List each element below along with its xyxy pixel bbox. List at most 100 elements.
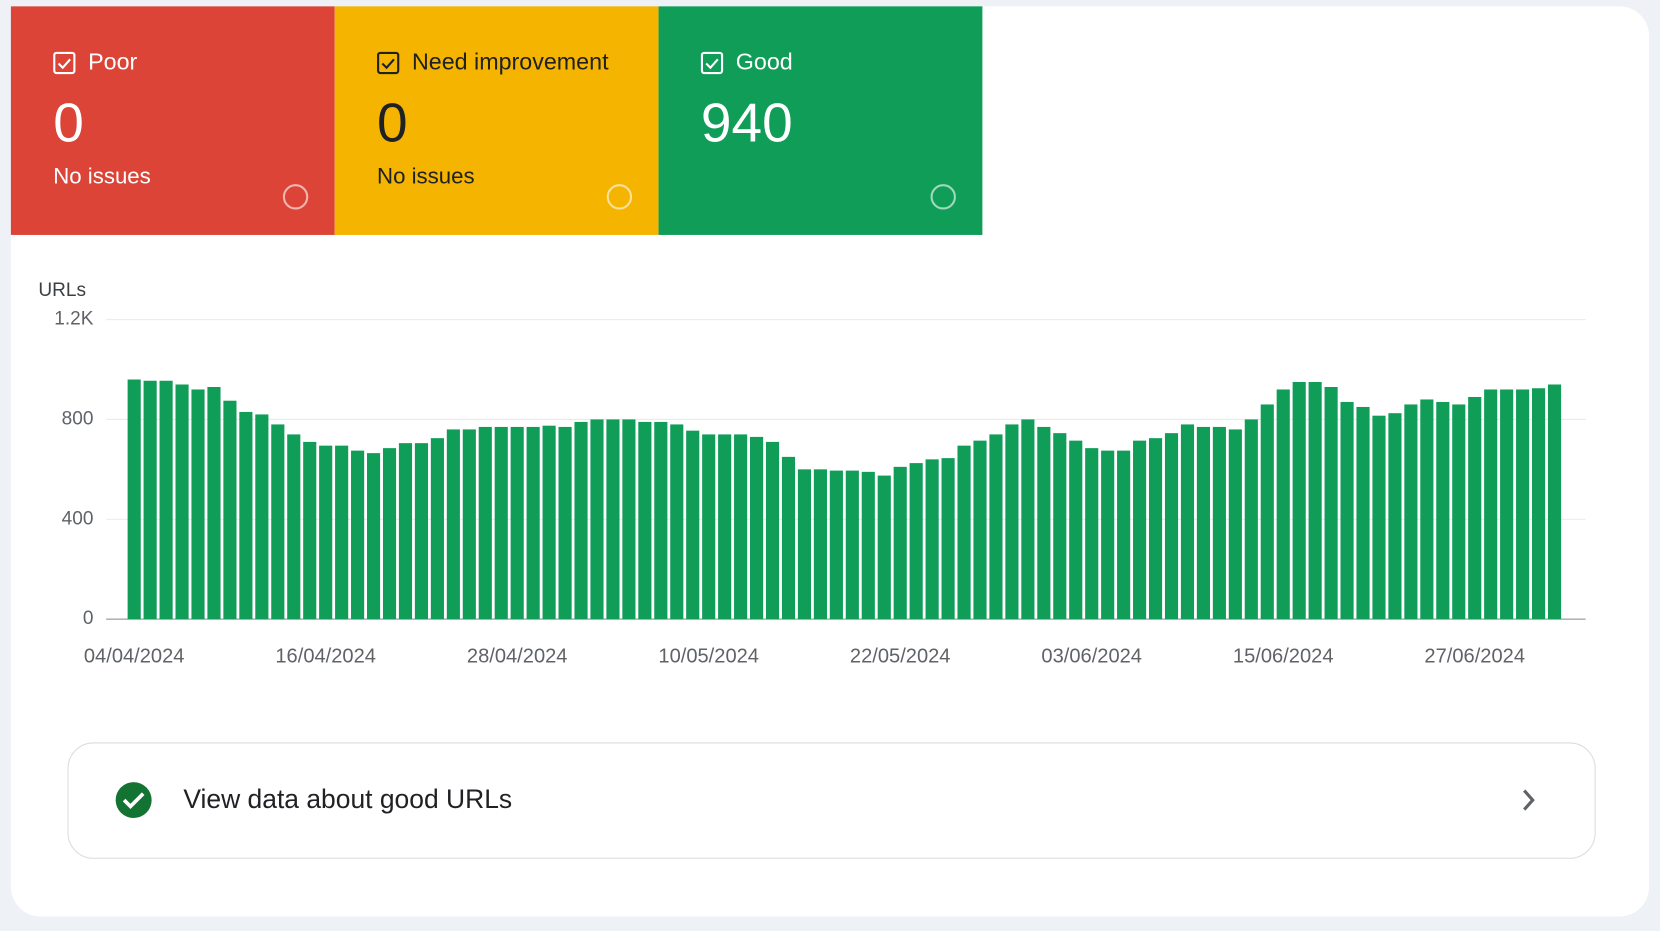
help-icon [282,184,309,210]
bar [606,419,620,620]
y-tick-label: 800 [62,408,94,429]
bar [638,421,652,620]
bar [1133,440,1147,620]
bar [462,429,476,620]
bar [1164,433,1179,620]
x-tick-label: 27/06/2024 [1424,646,1525,668]
bar [1021,419,1035,620]
y-tick-label: 400 [62,508,94,529]
bar [1356,406,1370,620]
bar [1340,401,1354,620]
bar [1452,404,1466,620]
bar [430,438,444,620]
bar [1436,401,1450,620]
bar [893,466,907,620]
bar [1372,415,1386,620]
help-icon [930,184,956,210]
bar [494,426,508,620]
bar [191,389,205,620]
bar [941,458,955,620]
bar [526,426,540,620]
bar [670,424,684,620]
bar [1516,389,1530,620]
bar [1148,438,1163,620]
card-count: 0 [377,92,408,154]
bar [1180,424,1195,620]
bar [335,445,349,620]
bar [1468,396,1482,620]
bar [382,448,397,620]
card[interactable] [10,6,335,235]
bar [414,443,428,620]
link-text[interactable]: View data about good URLs [183,784,512,814]
bar [765,441,780,620]
help-icon [606,184,633,210]
bar [877,475,891,620]
bar [1292,381,1306,620]
x-tick-label: 22/05/2024 [850,646,951,668]
checkbox-tick [57,58,71,70]
card-count: 0 [53,92,84,154]
bar [574,421,588,620]
bar [271,424,285,620]
bar [813,469,827,620]
bar [1069,440,1083,620]
bar [398,443,413,620]
bar [239,411,253,620]
bar [829,470,843,620]
bar [510,426,524,620]
bar [558,426,572,620]
bar [1484,389,1498,620]
x-tick-label: 15/06/2024 [1233,646,1334,668]
x-tick-label: 04/04/2024 [84,646,185,668]
card[interactable] [658,6,983,235]
bar [1260,404,1274,620]
bar [1005,424,1019,620]
bar [319,445,333,620]
bar [1388,413,1402,620]
bar [255,414,269,620]
x-tick-label: 16/04/2024 [275,646,376,668]
bar [1324,386,1338,620]
bar [1101,450,1115,620]
checkbox-tick [705,58,719,70]
bar [127,379,141,620]
card-label: Good [736,49,793,75]
bar [590,419,604,620]
bar [702,434,716,620]
link-row[interactable] [67,742,1596,859]
chevron[interactable] [1523,789,1535,811]
x-tick-label: 28/04/2024 [467,646,568,668]
x-tick-label: 10/05/2024 [658,646,759,668]
bar [1547,384,1562,620]
bar [1404,404,1418,620]
bar [207,386,221,620]
checkbox [377,51,400,75]
checkbox [700,51,724,75]
bar [1037,426,1051,620]
bar [925,459,939,620]
bar [781,456,796,620]
checkbox-tick [381,58,395,70]
checkbox [53,51,76,75]
y-axis-title: URLs [38,280,86,301]
bar [718,434,732,620]
card[interactable] [334,6,659,235]
bar [845,470,859,620]
bar [797,469,812,620]
bar [973,440,987,620]
bar [989,434,1003,620]
bar [1228,429,1242,620]
bar [351,450,365,620]
check-icon [115,782,152,819]
y-tick-label: 1.2K [54,309,93,330]
y-tick-label: 0 [83,608,94,629]
bar [734,434,748,620]
bar [143,380,157,620]
bar [1212,426,1226,620]
bar [750,436,764,620]
bar [1117,450,1131,620]
bar [654,421,668,620]
